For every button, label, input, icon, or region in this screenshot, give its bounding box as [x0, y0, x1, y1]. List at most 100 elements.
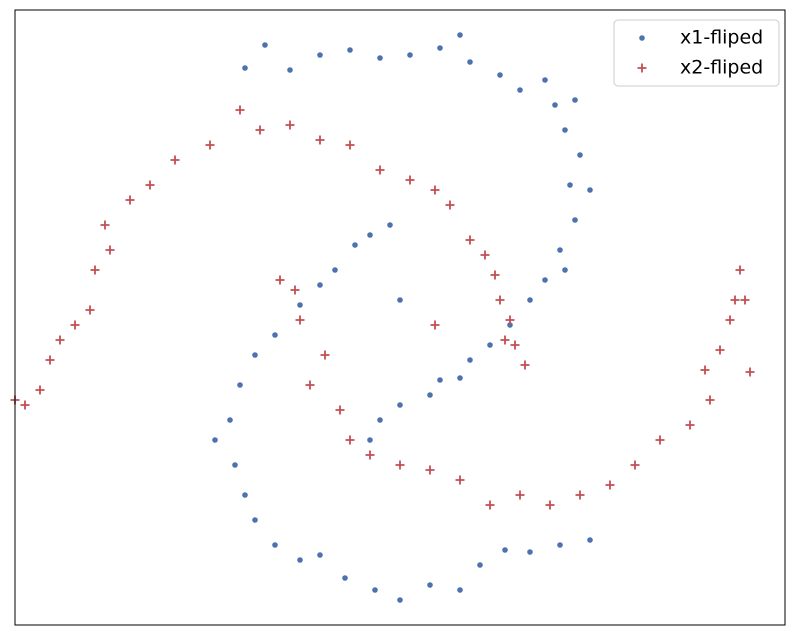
plus-marker [685, 420, 695, 430]
legend-label: x1-fliped [680, 27, 763, 49]
dot-marker [237, 382, 243, 388]
dot-marker [477, 562, 483, 568]
dot-marker [437, 45, 443, 51]
dot-marker [332, 267, 338, 273]
dot-marker [252, 352, 258, 358]
dot-marker [487, 342, 493, 348]
plus-marker [480, 250, 490, 260]
plus-marker [235, 105, 245, 115]
plus-marker [575, 490, 585, 500]
dot-marker [342, 575, 348, 581]
plus-marker [500, 335, 510, 345]
dot-marker [372, 587, 378, 593]
dot-marker [377, 417, 383, 423]
plus-marker [90, 265, 100, 275]
dot-marker [467, 357, 473, 363]
legend: x1-fliped x2-fliped [613, 19, 780, 87]
dot-marker [557, 542, 563, 548]
dot-marker [527, 549, 533, 555]
plus-marker [515, 490, 525, 500]
dot-marker [577, 152, 583, 158]
dot-marker [262, 42, 268, 48]
plus-marker [275, 275, 285, 285]
plus-marker [490, 270, 500, 280]
plus-marker [45, 355, 55, 365]
plus-marker [70, 320, 80, 330]
plus-marker [205, 140, 215, 150]
plus-marker [745, 367, 755, 377]
plus-marker [345, 435, 355, 445]
plus-marker [345, 140, 355, 150]
dot-marker [527, 297, 533, 303]
dot-marker [227, 417, 233, 423]
dot-marker [552, 102, 558, 108]
dot-marker [562, 267, 568, 273]
legend-box [613, 19, 780, 87]
plus-marker [85, 305, 95, 315]
dot-marker [272, 542, 278, 548]
plus-marker [305, 380, 315, 390]
plus-marker [255, 125, 265, 135]
dot-marker [587, 187, 593, 193]
plus-marker [55, 335, 65, 345]
dot-marker [457, 375, 463, 381]
plus-marker [375, 165, 385, 175]
plus-marker [295, 315, 305, 325]
dot-marker [317, 552, 323, 558]
plus-marker [430, 320, 440, 330]
dot-marker [497, 72, 503, 78]
dot-marker [572, 217, 578, 223]
dot-marker [317, 52, 323, 58]
dot-marker [352, 242, 358, 248]
dot-marker [242, 492, 248, 498]
plus-marker [365, 450, 375, 460]
dot-marker [639, 35, 645, 41]
plus-marker [495, 295, 505, 305]
legend-label: x2-fliped [680, 57, 763, 79]
plus-marker [735, 265, 745, 275]
dot-marker [457, 32, 463, 38]
dot-marker [507, 322, 513, 328]
plot-frame [14, 9, 786, 626]
dot-marker [242, 65, 248, 71]
plus-marker [430, 185, 440, 195]
dot-marker [297, 557, 303, 563]
plus-marker [505, 315, 515, 325]
dot-marker [517, 87, 523, 93]
plus-marker [320, 350, 330, 360]
dot-marker [252, 517, 258, 523]
dot-marker [317, 282, 323, 288]
dot-marker [567, 182, 573, 188]
plus-marker [725, 315, 735, 325]
plus-marker [100, 220, 110, 230]
dot-marker [212, 437, 218, 443]
dot-marker [557, 247, 563, 253]
dot-marker [437, 377, 443, 383]
dot-marker [377, 55, 383, 61]
plus-marker [730, 295, 740, 305]
plus-marker [455, 475, 465, 485]
dot-marker [467, 59, 473, 65]
plus-marker [445, 200, 455, 210]
dot-marker [367, 437, 373, 443]
dot-marker [367, 232, 373, 238]
plus-marker [145, 180, 155, 190]
plus-marker [637, 63, 647, 73]
dot-marker [407, 52, 413, 58]
plus-marker [705, 395, 715, 405]
plus-marker [35, 385, 45, 395]
dot-marker [542, 277, 548, 283]
plus-marker [510, 340, 520, 350]
plus-marker [105, 245, 115, 255]
plus-marker [170, 155, 180, 165]
plus-marker [125, 195, 135, 205]
plus-marker [425, 465, 435, 475]
dot-marker [232, 462, 238, 468]
plus-marker [630, 460, 640, 470]
dot-marker [542, 77, 548, 83]
plus-marker [715, 345, 725, 355]
plus-marker [395, 460, 405, 470]
plus-marker [700, 365, 710, 375]
dot-marker [397, 402, 403, 408]
